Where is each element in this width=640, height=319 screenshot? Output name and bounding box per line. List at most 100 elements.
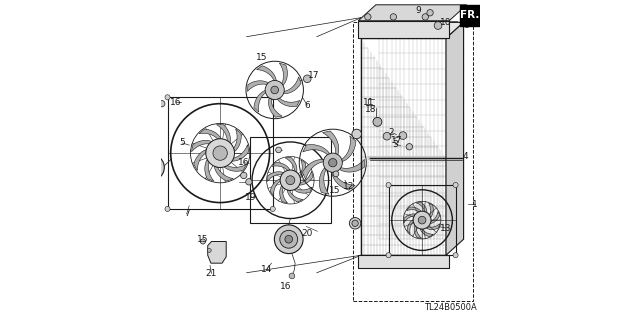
Polygon shape (287, 190, 303, 202)
Circle shape (399, 132, 407, 139)
Polygon shape (232, 145, 249, 161)
Text: 15: 15 (197, 235, 209, 244)
Text: 16: 16 (237, 158, 249, 167)
Circle shape (386, 182, 391, 188)
Text: 19: 19 (245, 193, 257, 202)
Text: 1: 1 (472, 200, 477, 209)
Bar (168, 97, 273, 209)
Text: 18: 18 (365, 105, 377, 114)
Polygon shape (302, 160, 324, 179)
Polygon shape (426, 224, 440, 230)
Circle shape (270, 95, 275, 100)
Circle shape (427, 10, 433, 16)
Text: 16: 16 (170, 98, 182, 107)
Circle shape (349, 218, 361, 229)
Text: 13: 13 (440, 224, 452, 233)
Polygon shape (342, 136, 356, 162)
Text: 17: 17 (308, 71, 319, 80)
Circle shape (150, 166, 154, 169)
Polygon shape (199, 129, 221, 139)
Circle shape (159, 100, 165, 107)
Text: 3: 3 (393, 140, 399, 149)
Circle shape (206, 139, 234, 167)
Polygon shape (358, 5, 467, 21)
Polygon shape (285, 157, 297, 172)
Circle shape (213, 146, 227, 160)
Polygon shape (191, 140, 212, 152)
Circle shape (453, 253, 458, 258)
Polygon shape (323, 131, 339, 155)
Polygon shape (406, 207, 421, 212)
Polygon shape (270, 179, 280, 196)
Text: 10: 10 (440, 19, 451, 27)
Polygon shape (268, 172, 284, 182)
Polygon shape (257, 66, 276, 80)
Circle shape (165, 206, 170, 211)
Polygon shape (416, 202, 427, 212)
Polygon shape (362, 38, 446, 158)
Polygon shape (420, 229, 433, 237)
Polygon shape (407, 220, 413, 234)
Bar (362, 38, 446, 255)
Circle shape (280, 170, 301, 190)
Polygon shape (216, 125, 230, 143)
Circle shape (289, 273, 295, 279)
Text: TL24B0500A: TL24B0500A (424, 303, 476, 312)
Circle shape (280, 230, 298, 248)
Circle shape (434, 22, 442, 29)
Polygon shape (269, 98, 282, 117)
Circle shape (386, 253, 391, 258)
Text: 9: 9 (415, 6, 421, 15)
Circle shape (246, 179, 252, 185)
Circle shape (265, 80, 284, 100)
Polygon shape (224, 164, 246, 171)
Polygon shape (272, 162, 290, 170)
Text: 17: 17 (391, 137, 403, 145)
Polygon shape (303, 145, 330, 155)
Text: 16: 16 (280, 282, 291, 291)
Text: 5: 5 (179, 138, 185, 147)
Circle shape (207, 249, 211, 252)
Text: 20: 20 (301, 229, 313, 238)
Bar (388, 185, 456, 255)
Circle shape (286, 176, 295, 185)
Circle shape (139, 155, 164, 180)
Polygon shape (446, 22, 463, 255)
Text: 14: 14 (260, 265, 272, 274)
Polygon shape (430, 211, 440, 224)
Polygon shape (234, 129, 241, 152)
Polygon shape (279, 63, 287, 85)
Circle shape (275, 225, 303, 254)
Polygon shape (208, 241, 226, 263)
Circle shape (271, 86, 278, 94)
Text: 12: 12 (343, 182, 355, 191)
Polygon shape (339, 160, 364, 172)
Polygon shape (205, 160, 214, 181)
Polygon shape (214, 166, 234, 181)
Bar (250, 137, 331, 223)
Circle shape (276, 147, 282, 153)
Text: 21: 21 (206, 269, 217, 278)
Text: 15: 15 (256, 53, 268, 62)
Polygon shape (284, 77, 301, 94)
Text: FR.: FR. (460, 10, 479, 20)
Text: 7: 7 (184, 209, 189, 218)
Polygon shape (362, 22, 463, 38)
Text: 8: 8 (464, 21, 470, 30)
Polygon shape (332, 172, 355, 190)
Circle shape (413, 211, 431, 229)
Text: 2: 2 (388, 128, 394, 137)
Polygon shape (194, 150, 206, 170)
Circle shape (383, 132, 391, 140)
Circle shape (148, 164, 156, 171)
Circle shape (352, 129, 362, 139)
Circle shape (285, 235, 292, 243)
Circle shape (328, 159, 337, 167)
Text: 6: 6 (305, 101, 310, 110)
Circle shape (200, 239, 205, 244)
Circle shape (373, 117, 382, 126)
Polygon shape (254, 91, 266, 112)
Circle shape (165, 95, 170, 100)
Text: 11: 11 (364, 98, 375, 107)
Polygon shape (277, 98, 300, 107)
